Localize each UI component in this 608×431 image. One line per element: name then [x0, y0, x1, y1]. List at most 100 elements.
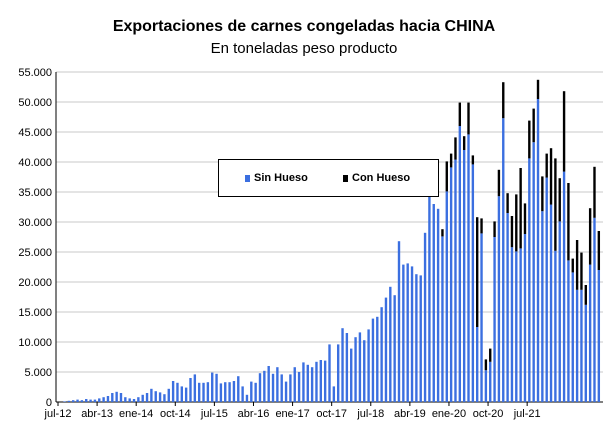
- bar-sin-hueso: [302, 362, 305, 402]
- bar-con-hueso: [588, 208, 592, 265]
- bar-sin-hueso: [150, 388, 153, 402]
- bar-sin-hueso: [154, 391, 157, 402]
- bar-sin-hueso: [510, 247, 514, 402]
- bar-sin-hueso: [176, 382, 179, 402]
- x-tick-label: jul-21: [513, 408, 541, 420]
- bar-sin-hueso: [197, 382, 201, 402]
- bar-con-hueso: [502, 82, 505, 119]
- bar-con-hueso: [519, 168, 522, 249]
- bar-sin-hueso: [228, 382, 231, 402]
- bar-sin-hueso: [358, 332, 362, 402]
- y-tick-label: 10.000: [18, 337, 52, 349]
- bar-sin-hueso: [215, 373, 218, 402]
- bar-sin-hueso: [102, 397, 105, 402]
- bar-sin-hueso: [189, 378, 192, 402]
- bar-sin-hueso: [458, 126, 462, 402]
- bar-con-hueso: [449, 153, 453, 168]
- bar-con-hueso: [510, 216, 514, 248]
- bar-sin-hueso: [584, 304, 587, 402]
- bar-sin-hueso: [132, 399, 136, 402]
- bar-sin-hueso: [89, 399, 92, 402]
- bar-sin-hueso: [284, 381, 288, 402]
- bar-sin-hueso: [280, 374, 283, 402]
- bar-con-hueso: [554, 158, 557, 251]
- bar-sin-hueso: [419, 275, 422, 402]
- bar-sin-hueso: [549, 204, 553, 402]
- legend-item-sin-hueso: Sin Hueso: [245, 172, 308, 184]
- bar-sin-hueso: [562, 171, 566, 402]
- bar-con-hueso: [541, 176, 544, 212]
- bar-sin-hueso: [250, 381, 253, 402]
- bar-sin-hueso: [206, 382, 210, 402]
- y-tick-label: 35.000: [18, 187, 52, 199]
- bar-sin-hueso: [502, 118, 505, 402]
- bar-sin-hueso: [297, 372, 301, 402]
- bar-sin-hueso: [180, 386, 183, 402]
- bar-sin-hueso: [193, 374, 197, 402]
- bar-sin-hueso: [141, 394, 144, 402]
- bar-sin-hueso: [158, 392, 162, 402]
- bar-sin-hueso: [376, 316, 379, 402]
- bar-sin-hueso: [258, 373, 262, 402]
- bar-sin-hueso: [436, 208, 440, 402]
- bar-sin-hueso: [410, 266, 414, 402]
- bar-con-hueso: [506, 193, 509, 213]
- x-tick-label: ene-20: [432, 408, 466, 420]
- bar-con-hueso: [580, 252, 583, 290]
- bar-sin-hueso: [167, 388, 170, 402]
- bar-sin-hueso: [276, 367, 279, 402]
- bar-sin-hueso: [515, 251, 518, 402]
- bar-sin-hueso: [106, 396, 110, 402]
- bar-sin-hueso: [575, 289, 579, 402]
- bar-con-hueso: [536, 79, 540, 99]
- bar-sin-hueso: [80, 400, 84, 402]
- bar-sin-hueso: [341, 328, 344, 402]
- y-tick-label: 20.000: [18, 277, 52, 289]
- bar-sin-hueso: [554, 250, 557, 402]
- bar-sin-hueso: [423, 232, 427, 402]
- bar-sin-hueso: [354, 337, 357, 402]
- bar-sin-hueso: [171, 381, 175, 402]
- bar-sin-hueso: [580, 289, 583, 402]
- bar-sin-hueso: [336, 344, 340, 402]
- bar-con-hueso: [454, 137, 457, 160]
- bar-con-hueso: [567, 183, 570, 261]
- bar-sin-hueso: [271, 373, 275, 402]
- bar-sin-hueso: [306, 364, 309, 402]
- x-tick-label: jul-18: [356, 408, 384, 420]
- bar-sin-hueso: [528, 158, 531, 402]
- bar-sin-hueso: [467, 134, 470, 402]
- y-tick-label: 15.000: [18, 307, 52, 319]
- legend-swatch-con-hueso: [343, 174, 348, 182]
- bar-sin-hueso: [328, 344, 331, 402]
- bar-sin-hueso: [184, 387, 188, 402]
- y-tick-label: 5.000: [24, 367, 52, 379]
- bar-sin-hueso: [128, 398, 131, 402]
- bar-con-hueso: [471, 155, 475, 165]
- y-tick-label: 25.000: [18, 247, 52, 259]
- bar-sin-hueso: [363, 340, 366, 402]
- bar-con-hueso: [562, 91, 566, 172]
- bar-con-hueso: [462, 136, 466, 150]
- bar-sin-hueso: [232, 381, 236, 402]
- bar-con-hueso: [480, 218, 483, 234]
- bar-con-hueso: [545, 153, 548, 178]
- bar-sin-hueso: [506, 213, 509, 402]
- bar-sin-hueso: [415, 274, 418, 402]
- bar-sin-hueso: [397, 241, 401, 402]
- bar-sin-hueso: [111, 393, 114, 402]
- bar-sin-hueso: [263, 370, 266, 402]
- bar-con-hueso: [445, 161, 448, 192]
- y-tick-label: 40.000: [18, 157, 52, 169]
- bar-sin-hueso: [558, 221, 561, 402]
- bar-sin-hueso: [211, 372, 214, 402]
- bar-sin-hueso: [371, 318, 375, 402]
- bar-sin-hueso: [541, 211, 544, 402]
- bar-sin-hueso: [493, 237, 496, 402]
- bar-sin-hueso: [241, 386, 244, 402]
- legend-swatch-sin-hueso: [245, 174, 250, 182]
- bar-sin-hueso: [315, 361, 318, 402]
- bar-sin-hueso: [523, 234, 527, 402]
- bar-con-hueso: [441, 229, 444, 237]
